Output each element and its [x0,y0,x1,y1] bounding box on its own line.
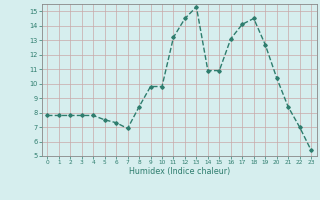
X-axis label: Humidex (Indice chaleur): Humidex (Indice chaleur) [129,167,230,176]
